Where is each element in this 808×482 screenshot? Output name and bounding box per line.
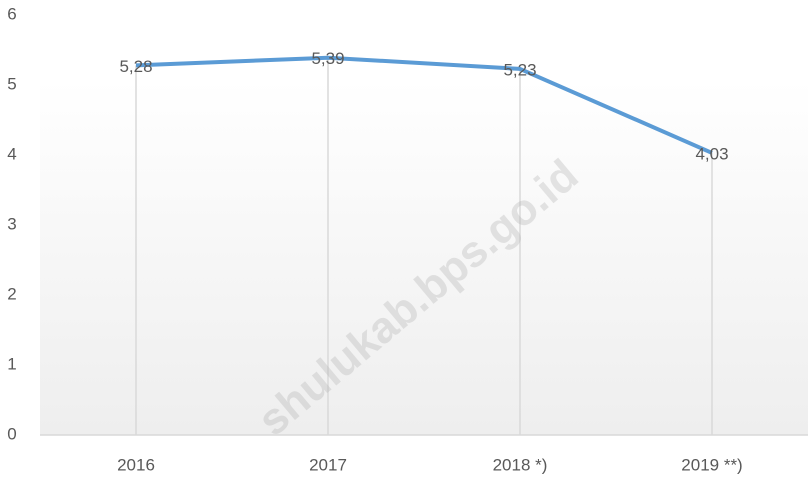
series-line [135, 55, 713, 155]
y-tick-label: 4 [7, 144, 16, 163]
x-tick-label: 2019 **) [681, 455, 742, 474]
data-label: 5,23 [503, 60, 536, 79]
y-tick-label: 3 [7, 214, 16, 233]
data-label: 5,39 [311, 49, 344, 68]
x-tick-label: 2018 *) [493, 455, 548, 474]
x-tick-label: 2017 [309, 455, 347, 474]
y-tick-label: 2 [7, 284, 16, 303]
y-tick-label: 5 [7, 74, 16, 93]
data-label: 4,03 [695, 144, 728, 163]
y-tick-label: 6 [7, 4, 16, 23]
x-tick-label: 2016 [117, 455, 155, 474]
data-label: 5,28 [119, 57, 152, 76]
y-tick-label: 0 [7, 424, 16, 443]
plot-background [40, 80, 808, 435]
y-tick-label: 1 [7, 354, 16, 373]
